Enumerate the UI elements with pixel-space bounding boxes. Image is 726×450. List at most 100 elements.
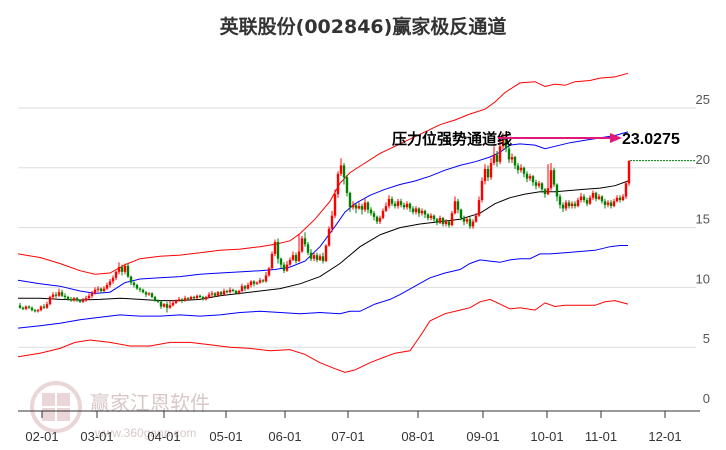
candle [246, 285, 250, 289]
candle [438, 218, 442, 223]
candle [54, 294, 58, 296]
candle [615, 197, 619, 202]
candle [135, 285, 139, 289]
candle [618, 197, 622, 201]
x-tick-label: 07-01 [331, 429, 364, 444]
candle [477, 200, 481, 216]
candle [510, 157, 514, 160]
candle [549, 170, 553, 189]
candle [252, 281, 256, 284]
candle [486, 168, 490, 178]
candle [24, 306, 28, 309]
x-tick-label: 02-01 [25, 429, 58, 444]
candle [597, 196, 601, 199]
x-tick-label: 12-01 [648, 429, 681, 444]
x-tick-label: 11-01 [585, 429, 617, 444]
candle [225, 290, 229, 293]
candle [603, 201, 607, 205]
candle [144, 292, 148, 295]
y-tick-label: 10 [696, 271, 710, 286]
candle [174, 300, 178, 303]
candle [27, 306, 31, 308]
band-outer_lower [17, 298, 629, 373]
candle [468, 219, 472, 227]
candle [141, 289, 145, 293]
candle [537, 183, 541, 186]
y-tick-label: 25 [696, 92, 710, 107]
candle [276, 241, 280, 259]
candle [507, 148, 511, 160]
candle [117, 267, 121, 272]
watermark-url: www.360gann.com [94, 426, 196, 440]
candle [309, 252, 313, 259]
candle [87, 295, 91, 299]
candle [96, 288, 100, 290]
band-inner_upper [17, 131, 629, 294]
candle [123, 265, 127, 272]
candle [90, 293, 94, 296]
candle [39, 306, 43, 311]
candle [102, 288, 106, 291]
x-tick-label: 03-01 [80, 429, 113, 444]
candle [297, 251, 301, 262]
candle [540, 183, 544, 190]
candle [30, 307, 34, 311]
candle [171, 302, 175, 306]
candle [273, 241, 277, 254]
candle [111, 277, 115, 282]
candle [291, 255, 295, 260]
candle [270, 253, 274, 269]
candle [69, 299, 73, 301]
candle [204, 296, 208, 300]
candle [453, 201, 457, 214]
candle [228, 289, 232, 293]
candle [360, 206, 364, 210]
candle [588, 197, 592, 204]
chart-title: 英联股份(002846)赢家极反通道 [219, 16, 507, 38]
candle [345, 177, 349, 193]
candle [348, 192, 352, 208]
candle [177, 299, 181, 301]
candle [126, 265, 130, 277]
band-outer_upper [17, 72, 629, 275]
candle [471, 221, 475, 227]
candle [183, 298, 187, 301]
candle [243, 286, 247, 289]
candle [429, 215, 433, 219]
candle [324, 245, 328, 262]
y-tick-label: 5 [703, 331, 710, 346]
candle [264, 275, 268, 282]
x-axis: 02-01 03-01 04-01 05-01 06-01 07-01 08-01 09-01… [18, 410, 700, 444]
candle [255, 282, 259, 284]
candle [465, 219, 469, 222]
candle [72, 298, 76, 301]
candle [78, 300, 82, 302]
candle [99, 288, 103, 291]
candle [408, 203, 412, 209]
candle [336, 173, 340, 195]
candle [396, 201, 400, 207]
candle [384, 206, 388, 211]
candle [195, 295, 199, 299]
candle [288, 259, 292, 265]
candle [201, 296, 205, 300]
candle [417, 208, 421, 214]
candle [357, 206, 361, 209]
candle [231, 289, 235, 291]
candle [51, 294, 55, 297]
candle [294, 255, 298, 262]
annotation-label: 压力位强势通道线 [392, 130, 512, 148]
y-axis-labels: 0 5 10 15 20 25 [696, 92, 710, 406]
candle [501, 139, 505, 147]
candle [114, 271, 118, 278]
candle [420, 210, 424, 214]
candle [93, 289, 97, 294]
candle [531, 176, 535, 183]
candle [576, 200, 580, 207]
candle [600, 196, 604, 202]
candle [381, 210, 385, 219]
candle [627, 160, 631, 184]
candle [213, 293, 217, 296]
candle [285, 264, 289, 271]
